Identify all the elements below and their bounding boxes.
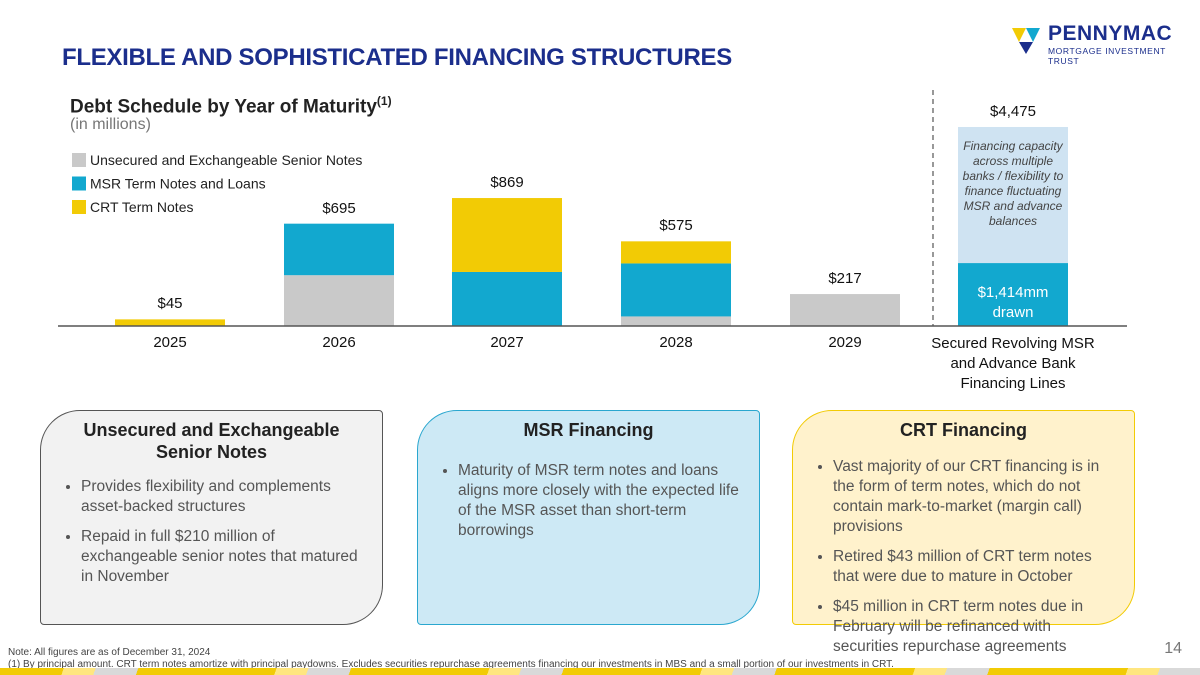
bar-segment	[790, 294, 900, 326]
total-label: $695	[322, 199, 356, 217]
chart-title-note: (1)	[376, 94, 392, 108]
chart-title: Debt Schedule by Year of Maturity(1)	[70, 94, 392, 118]
chart: Unsecured and Exchangeable Senior Notes M…	[58, 90, 1127, 327]
chart-subtitle: (in millions)	[70, 116, 151, 133]
bullet-list: Provides flexibility and complements ass…	[57, 477, 366, 587]
panel: CRT Financing Vast majority of our CRT fi…	[792, 410, 1135, 655]
bar-segment	[621, 241, 731, 264]
annotation: Financing capacity across multiple banks…	[962, 138, 1064, 228]
total-label: $217	[828, 270, 862, 288]
bar	[958, 263, 1068, 326]
bullet: Repaid in full $210 million of exchangea…	[81, 527, 366, 587]
bullet: Vast majority of our CRT financing is in…	[833, 457, 1118, 537]
legend-label: MSR Term Notes and Loans	[90, 176, 266, 192]
bar-segment	[452, 271, 562, 326]
bullet-list: Vast majority of our CRT financing is in…	[809, 457, 1118, 657]
note: Note: All figures are as of December 31,…	[8, 647, 211, 658]
logo: PENNYMAC MORTGAGE INVESTMENT TRUST	[1012, 22, 1182, 66]
x-tick-label: 2025	[153, 334, 187, 351]
bullet: Retired $43 million of CRT term notes th…	[833, 547, 1118, 587]
x-tick-label: 2029	[828, 334, 862, 351]
bullet: Provides flexibility and complements ass…	[81, 477, 366, 517]
chart-title-text: Debt Schedule by Year of Maturity	[70, 96, 377, 118]
legend-swatch	[72, 176, 86, 191]
legend-swatch	[72, 153, 86, 167]
page-number: 14	[1164, 640, 1182, 657]
slide-title: FLEXIBLE AND SOPHISTICATED FINANCING STR…	[62, 44, 732, 71]
legend-swatch	[72, 200, 86, 214]
x-tick-label: 2026	[322, 334, 356, 351]
logo-name: PENNYMAC	[1048, 22, 1173, 45]
legend-label: CRT Term Notes	[90, 199, 193, 215]
value-label: $1,414mm drawn	[977, 284, 1049, 322]
panel: Unsecured and Exchangeable Senior Notes P…	[40, 410, 383, 625]
bar-segment	[621, 263, 731, 317]
x-tick-label: 2028	[659, 334, 693, 351]
logo-icon	[1012, 28, 1040, 54]
bar-segment	[621, 316, 731, 326]
panel-title: CRT Financing	[900, 420, 1027, 440]
bar-segment	[284, 223, 394, 276]
total-label: $45	[157, 295, 183, 313]
bullet: Maturity of MSR term notes and loans ali…	[458, 461, 743, 541]
total-label: $869	[490, 174, 524, 192]
x-tick-label: 2027	[490, 334, 524, 351]
total-label: $4,475	[990, 102, 1036, 120]
logo-sub: MORTGAGE INVESTMENT TRUST	[1048, 46, 1166, 66]
stripe	[0, 668, 1200, 675]
footnote: (1) By principal amount. CRT term notes …	[8, 659, 894, 670]
bar-segment	[115, 319, 225, 326]
panel: MSR Financing Maturity of MSR term notes …	[417, 410, 760, 625]
panel-title: Unsecured and Exchangeable Senior Notes	[83, 420, 340, 462]
total-label: $575	[659, 217, 693, 235]
bullet: $45 million in CRT term notes due in Feb…	[833, 597, 1118, 657]
bullet-list: Maturity of MSR term notes and loans ali…	[434, 461, 743, 541]
x-tick-label: Secured Revolving MSR and Advance Bank F…	[931, 335, 1095, 392]
bar-segment	[452, 198, 562, 272]
legend-label: Unsecured and Exchangeable Senior Notes	[90, 152, 362, 168]
bar-segment	[284, 275, 394, 326]
panel-title: MSR Financing	[523, 420, 654, 440]
